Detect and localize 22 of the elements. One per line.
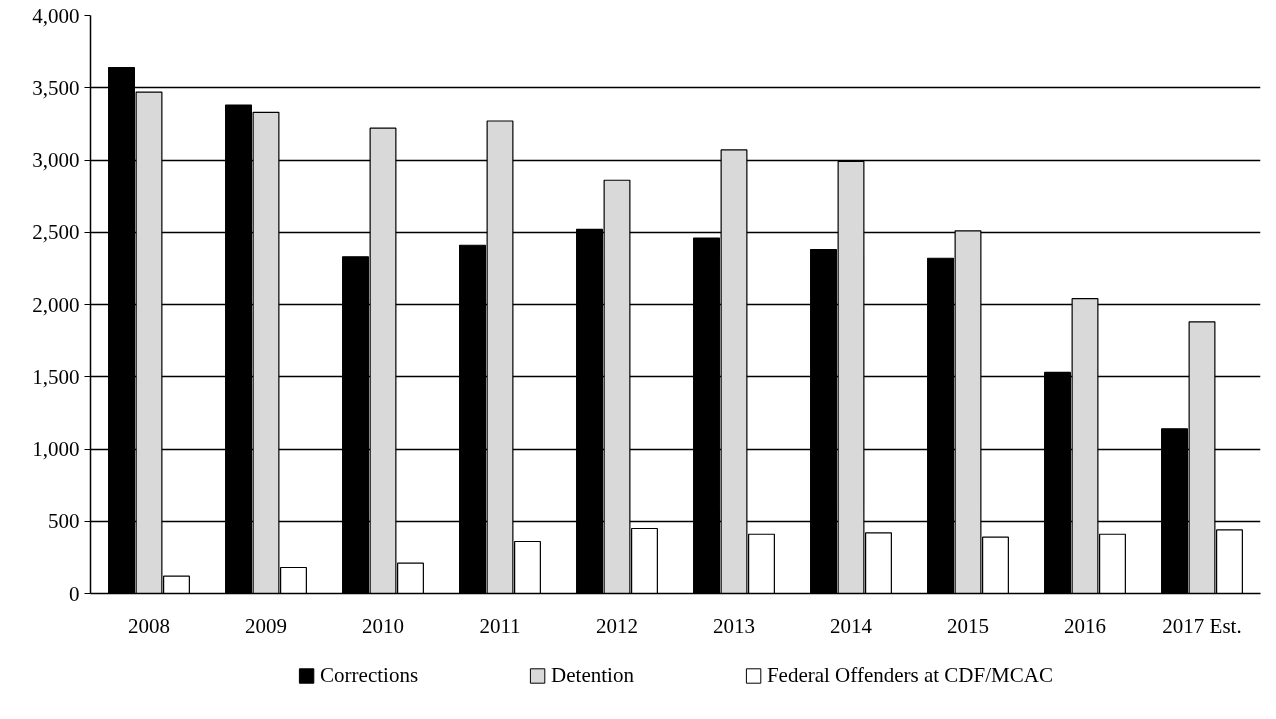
x-tick-label: 2017 Est. — [1162, 613, 1242, 638]
x-tick-label: 2010 — [362, 613, 404, 638]
x-tick-label: 2013 — [713, 613, 755, 638]
y-tick-label: 2,000 — [32, 292, 80, 317]
y-tick-label: 4,000 — [32, 3, 80, 28]
y-tick-label: 3,500 — [32, 75, 80, 100]
legend-label: Corrections — [320, 662, 419, 688]
x-tick-label: 2015 — [947, 613, 989, 638]
y-tick-label: 1,000 — [32, 437, 80, 461]
y-tick-label: 500 — [48, 509, 80, 534]
x-tick-label: 2009 — [245, 613, 287, 638]
legend-label: Federal Offenders at CDF/MCAC — [766, 662, 1053, 688]
y-tick-label: 1,500 — [32, 364, 80, 389]
y-tick-label: 3,000 — [32, 148, 80, 172]
x-tick-label: 2011 — [479, 613, 521, 638]
x-tick-label: 2012 — [596, 613, 638, 638]
legend-label: Detention — [551, 662, 634, 688]
x-tick-label: 2008 — [128, 613, 170, 638]
y-tick-label: 0 — [69, 581, 80, 606]
x-tick-label: 2014 — [830, 613, 873, 638]
x-tick-label: 2016 — [1064, 613, 1106, 638]
y-tick-label: 2,500 — [32, 220, 80, 245]
